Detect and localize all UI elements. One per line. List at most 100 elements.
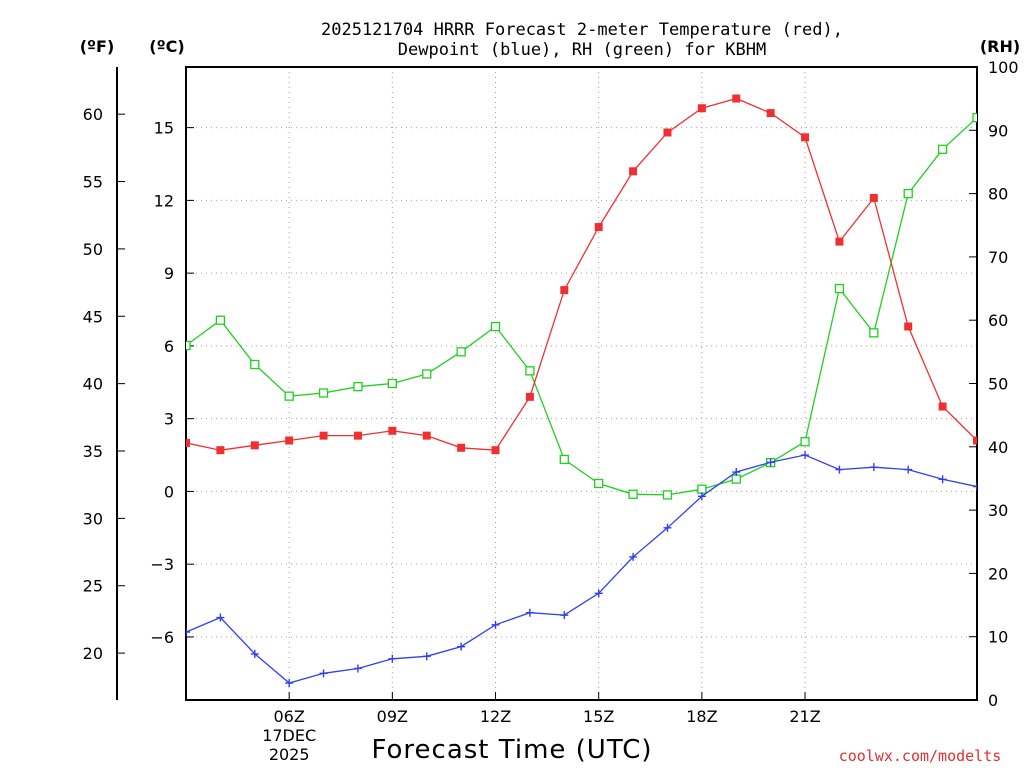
- temperature-point: [457, 443, 466, 452]
- rh-tick-label: 20: [988, 564, 1008, 583]
- date-label: 17DEC: [262, 726, 316, 745]
- time-tick-label: 12Z: [480, 707, 511, 726]
- temperature-point: [560, 286, 569, 295]
- dewpoint-point: [319, 669, 328, 678]
- rh-point: [490, 321, 501, 332]
- dewpoint-point: [285, 679, 294, 688]
- temperature-point: [801, 133, 810, 142]
- rh-tick-label: 100: [988, 58, 1019, 77]
- plot-frame: [185, 66, 978, 701]
- dewpoint-point: [904, 465, 913, 474]
- fahrenheit-axis-unit: (ºF): [80, 37, 115, 56]
- temperature-point: [904, 322, 913, 331]
- dewpoint-point: [835, 465, 844, 474]
- fahrenheit-tick-label: 60: [83, 105, 103, 124]
- dewpoint-point: [938, 475, 947, 484]
- rh-tick-label: 0: [988, 691, 998, 710]
- celsius-tick-label: 15: [154, 119, 174, 138]
- dewpoint-point: [353, 664, 362, 673]
- dewpoint-point: [457, 642, 466, 651]
- temperature-point: [285, 436, 294, 445]
- celsius-tick-label: 12: [154, 191, 174, 210]
- rh-point: [662, 490, 673, 500]
- dewpoint-point: [186, 628, 190, 637]
- temperature-point: [594, 223, 603, 232]
- rh-axis-unit: (RH): [980, 37, 1020, 56]
- rh-tick-label: 30: [988, 501, 1008, 520]
- fahrenheit-tick-label: 25: [83, 577, 103, 596]
- dewpoint-point: [422, 652, 431, 661]
- rh-point: [525, 366, 535, 376]
- fahrenheit-tick-label: 45: [83, 307, 103, 326]
- chart-title-line-1: 2025121704 HRRR Forecast 2-meter Tempera…: [321, 20, 843, 40]
- rh-tick-label: 60: [988, 311, 1008, 330]
- year-label: 2025: [269, 745, 310, 764]
- rh-point: [186, 340, 191, 351]
- temperature-point: [319, 431, 328, 440]
- temperature-point: [629, 167, 638, 176]
- x-axis-label: Forecast Time (UTC): [371, 735, 652, 765]
- rh-series: [186, 112, 977, 500]
- temperature-point: [938, 402, 947, 411]
- dewpoint-line: [186, 454, 977, 684]
- credit-link[interactable]: coolwx.com/modelts: [839, 747, 1002, 765]
- rh-point: [594, 478, 604, 489]
- time-tick-label: 06Z: [274, 707, 305, 726]
- rh-tick-label: 70: [988, 248, 1008, 267]
- rh-tick-label: 10: [988, 628, 1008, 647]
- dewpoint-point: [216, 613, 225, 622]
- dewpoint-point: [560, 611, 569, 620]
- chart-title-line-2: Dewpoint (blue), RH (green) for KBHM: [398, 40, 766, 60]
- rh-point: [456, 347, 466, 357]
- temperature-point: [525, 392, 534, 401]
- rh-point: [731, 474, 741, 484]
- dewpoint-point: [629, 552, 638, 561]
- rh-point: [318, 388, 329, 398]
- dewpoint-point: [594, 589, 603, 598]
- time-tick-label: 21Z: [789, 707, 820, 726]
- rh-point: [697, 484, 707, 494]
- time-tick-label: 18Z: [686, 707, 717, 726]
- rh-point: [903, 188, 913, 199]
- rh-point: [869, 328, 879, 338]
- dewpoint-point: [801, 451, 810, 460]
- celsius-axis: 15 12 9 6 3 0 −3 −6: [150, 119, 194, 647]
- temperature-point: [422, 431, 431, 440]
- fahrenheit-tick-label: 50: [83, 240, 103, 259]
- celsius-tick-label: 6: [164, 337, 174, 356]
- temperature-point: [835, 237, 844, 246]
- rh-tick-label: 90: [988, 121, 1008, 140]
- rh-line: [186, 117, 977, 496]
- rh-point: [353, 382, 363, 392]
- dewpoint-point: [663, 523, 672, 532]
- rh-point: [422, 369, 432, 379]
- fahrenheit-tick-label: 30: [83, 509, 103, 528]
- rh-point: [250, 359, 260, 370]
- temperature-point: [388, 426, 397, 435]
- gridlines: [186, 67, 977, 700]
- dewpoint-point: [732, 468, 741, 477]
- fahrenheit-axis: 60 55 50 45 40 35 30 25 20: [83, 105, 125, 663]
- temperature-point: [766, 109, 775, 118]
- temperature-point: [353, 431, 362, 440]
- temperature-point: [491, 446, 500, 455]
- temperature-line: [186, 97, 977, 451]
- fahrenheit-tick-label: 40: [83, 375, 103, 394]
- temperature-point: [663, 128, 672, 137]
- series-layer: [186, 94, 977, 688]
- dewpoint-point: [491, 620, 500, 629]
- fahrenheit-tick-label: 35: [83, 442, 103, 461]
- dewpoint-series: [186, 451, 977, 688]
- rh-tick-label: 80: [988, 185, 1008, 204]
- celsius-axis-unit: (ºC): [149, 37, 184, 56]
- celsius-tick-label: −6: [150, 628, 174, 647]
- celsius-tick-label: 3: [164, 410, 174, 429]
- dewpoint-point: [869, 463, 878, 472]
- celsius-tick-label: −3: [150, 555, 174, 574]
- rh-point: [215, 315, 226, 325]
- rh-point: [800, 437, 810, 447]
- fahrenheit-tick-label: 20: [83, 644, 103, 663]
